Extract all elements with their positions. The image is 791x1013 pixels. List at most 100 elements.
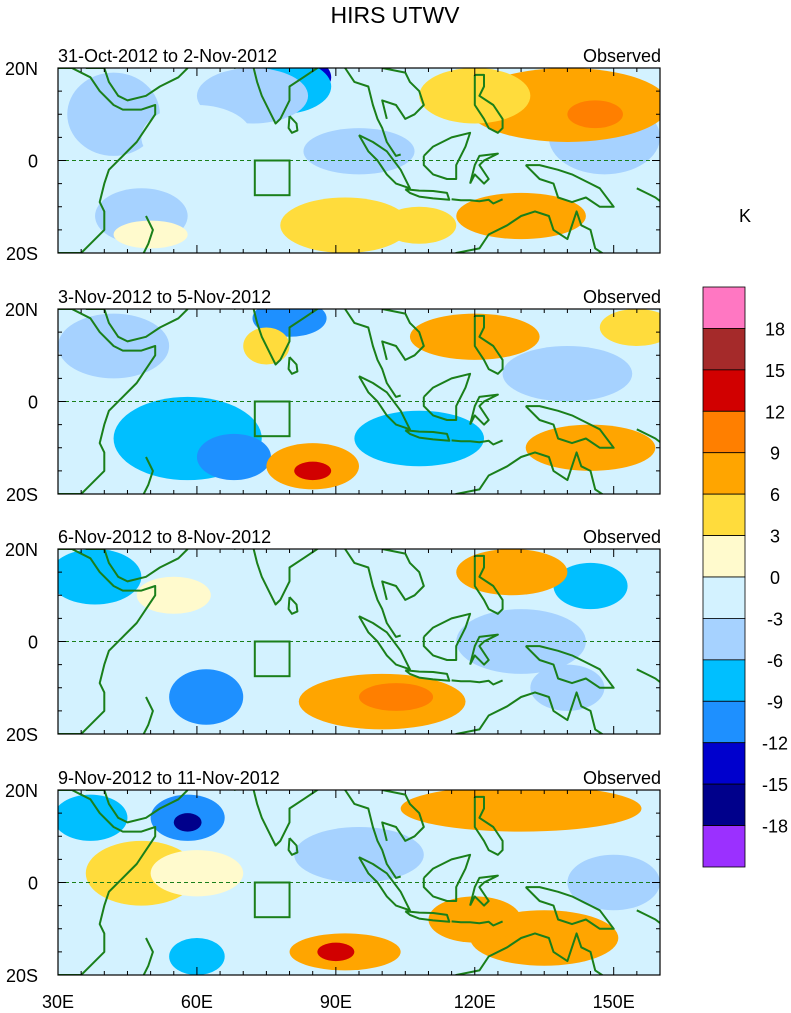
coastline [358, 375, 411, 431]
colorbar-swatch [702, 825, 746, 868]
coastline [404, 669, 451, 682]
coastline [142, 696, 154, 734]
panel-date-range: 3-Nov-2012 to 5-Nov-2012 [58, 287, 271, 307]
coastline [358, 856, 411, 912]
coastline [381, 68, 425, 120]
coastline [524, 886, 615, 930]
colorbar-swatch [702, 452, 746, 495]
coastline [404, 910, 451, 923]
anomaly-region [359, 683, 434, 711]
colorbar-label: 15 [765, 361, 785, 381]
coastline [451, 920, 504, 927]
map-panels: 31-Oct-2012 to 2-Nov-2012 Observed 20N 0 20S… [5, 46, 661, 986]
latitude-label: 0 [28, 152, 38, 172]
colorbar-label: 0 [770, 568, 780, 588]
panel-observed-label: Observed [583, 527, 661, 547]
coastline [636, 428, 660, 444]
coastline [454, 210, 604, 253]
coastline [317, 790, 401, 879]
coastline [636, 909, 660, 925]
longitude-label: 60E [181, 992, 213, 1012]
panel-observed-label: Observed [583, 287, 661, 307]
anomaly-region [525, 424, 656, 471]
latitude-label: 20N [5, 59, 38, 79]
coastline [317, 309, 401, 398]
coastline [234, 790, 318, 847]
coastline [451, 439, 504, 446]
coastline [422, 612, 472, 661]
coastline [85, 790, 189, 824]
colorbar-swatch [702, 369, 746, 412]
colorbar-swatch [702, 493, 746, 536]
coastline [142, 456, 154, 494]
coastline [404, 188, 451, 201]
coastline [454, 932, 604, 975]
panel-date-range: 31-Oct-2012 to 2-Nov-2012 [58, 46, 277, 66]
coastline [58, 309, 157, 494]
latitude-label: 20S [6, 244, 38, 264]
anomaly-region [428, 896, 522, 943]
coastline [381, 549, 425, 601]
map-panel: 6-Nov-2012 to 8-Nov-2012 Observed 20N 0 20S [5, 527, 661, 745]
coastline [524, 645, 615, 689]
longitude-label: 30E [42, 992, 74, 1012]
longitude-label: 120E [454, 992, 496, 1012]
coastline [287, 837, 299, 856]
analysis-box [253, 400, 291, 438]
coastline [381, 790, 425, 842]
latitude-label: 20S [6, 725, 38, 745]
coastline [422, 372, 472, 421]
coastline [469, 393, 499, 426]
coastline [58, 790, 157, 975]
coastline [454, 691, 604, 734]
colorbar-swatch [702, 742, 746, 785]
longitude-label: 150E [593, 992, 635, 1012]
colorbar-label: 12 [765, 402, 785, 422]
coastline [142, 937, 154, 975]
anomaly-region [169, 938, 225, 975]
coastline [317, 68, 401, 157]
colorbar-label: 9 [770, 444, 780, 464]
coastline [287, 115, 299, 134]
longitude-label: 90E [320, 992, 352, 1012]
anomaly-region [67, 72, 160, 156]
panel-date-range: 6-Nov-2012 to 8-Nov-2012 [58, 527, 271, 547]
coastline [422, 853, 472, 902]
colorbar-label: -12 [762, 734, 788, 754]
panel-observed-label: Observed [583, 46, 661, 66]
colorbar-swatch [702, 328, 746, 371]
analysis-box [253, 640, 291, 678]
coastline [524, 405, 615, 449]
colorbar-label: -3 [767, 609, 783, 629]
anomaly-region [58, 549, 142, 605]
colorbar-swatch [702, 659, 746, 702]
coastline [234, 68, 318, 125]
coastline [451, 198, 504, 205]
coastline [524, 164, 615, 208]
colorbar: 18 15 12 9 6 3 0 -3 -6 -9 -12 -15 -18 [702, 286, 788, 868]
anomaly-region [206, 581, 373, 665]
coastline [422, 131, 472, 180]
coastline [234, 309, 318, 366]
coastline [636, 187, 660, 203]
anomaly-region [141, 105, 253, 170]
coastline [287, 356, 299, 375]
anomaly-region [317, 942, 355, 962]
colorbar-swatch [702, 618, 746, 661]
coastline [317, 549, 401, 638]
panel-date-range: 9-Nov-2012 to 11-Nov-2012 [58, 768, 280, 788]
coastline [287, 596, 299, 615]
colorbar-swatch [702, 286, 746, 329]
coastline [381, 309, 425, 361]
latitude-label: 20S [6, 966, 38, 986]
colorbar-label: -18 [762, 817, 788, 837]
coastline [469, 633, 499, 666]
anomaly-region [169, 669, 244, 725]
coastline [636, 668, 660, 684]
coastline [473, 554, 504, 615]
latitude-label: 20N [5, 781, 38, 801]
anomaly-region [280, 197, 410, 253]
coastline [469, 874, 499, 907]
coastline [85, 309, 189, 343]
